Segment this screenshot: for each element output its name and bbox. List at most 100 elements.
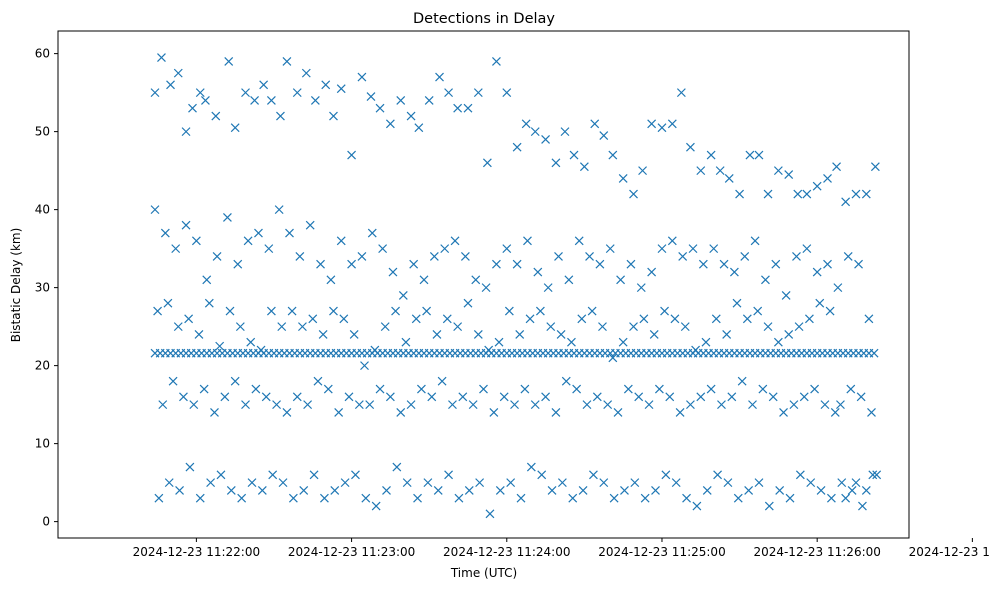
data-point xyxy=(572,384,582,394)
data-point xyxy=(437,376,447,386)
data-point xyxy=(313,376,323,386)
data-point xyxy=(432,329,442,339)
data-point xyxy=(510,400,519,410)
data-point xyxy=(523,236,532,246)
data-point xyxy=(481,283,491,293)
data-point xyxy=(535,306,545,316)
data-point xyxy=(463,103,473,113)
data-point xyxy=(723,478,733,488)
data-point xyxy=(298,322,307,332)
data-point xyxy=(846,384,856,394)
data-point xyxy=(250,95,260,105)
data-point xyxy=(454,493,464,503)
data-point xyxy=(367,228,377,238)
data-point xyxy=(330,485,340,495)
data-point xyxy=(210,407,219,417)
data-point xyxy=(676,88,686,98)
data-point xyxy=(754,150,764,160)
data-point xyxy=(833,283,843,293)
data-point xyxy=(771,259,781,269)
data-point xyxy=(732,298,742,308)
data-point xyxy=(287,306,297,316)
data-point xyxy=(409,259,419,269)
data-point xyxy=(326,275,336,285)
data-point xyxy=(406,400,416,410)
data-point xyxy=(225,306,235,316)
x-axis-label: Time (UTC) xyxy=(450,566,517,580)
data-point xyxy=(779,407,788,417)
data-point xyxy=(444,88,454,98)
data-point xyxy=(464,485,474,495)
data-point xyxy=(460,251,470,261)
data-point xyxy=(763,322,773,332)
data-point xyxy=(804,314,814,324)
data-point xyxy=(316,259,325,269)
data-point xyxy=(442,314,452,324)
data-point xyxy=(230,376,240,386)
data-point xyxy=(613,407,623,417)
data-point xyxy=(618,173,628,183)
x-tick-label: 2024-12-23 11:22:00 xyxy=(133,545,260,559)
data-point xyxy=(277,322,287,332)
data-point xyxy=(794,322,804,332)
data-point xyxy=(157,53,166,62)
data-point xyxy=(590,119,600,129)
data-point xyxy=(569,150,579,160)
data-point xyxy=(251,384,261,394)
data-point xyxy=(744,485,754,495)
data-point xyxy=(729,267,739,277)
data-point xyxy=(502,88,512,98)
data-point xyxy=(806,478,816,488)
data-point xyxy=(530,400,540,410)
data-point xyxy=(841,197,851,207)
data-point xyxy=(773,166,783,176)
data-point xyxy=(626,259,636,269)
data-point xyxy=(158,400,168,410)
data-point xyxy=(357,251,367,261)
data-point xyxy=(365,400,375,410)
data-point xyxy=(512,259,522,269)
data-point xyxy=(195,493,205,503)
data-point xyxy=(424,95,434,105)
y-tick-label: 50 xyxy=(35,125,50,139)
data-point xyxy=(810,384,820,394)
data-point xyxy=(202,275,212,285)
data-point xyxy=(321,80,331,90)
data-point xyxy=(686,142,695,152)
data-point xyxy=(599,131,609,140)
data-point xyxy=(657,123,667,133)
data-point xyxy=(473,329,483,339)
data-point xyxy=(402,478,412,488)
data-point xyxy=(515,329,525,339)
data-point xyxy=(706,150,716,160)
data-point xyxy=(150,205,160,215)
data-point xyxy=(444,470,454,480)
data-point xyxy=(768,392,778,402)
data-point xyxy=(678,251,688,261)
data-point xyxy=(551,407,561,417)
data-point xyxy=(856,392,866,402)
y-tick-label: 60 xyxy=(35,47,50,61)
x-tick-label: 2024-12-23 11:25:00 xyxy=(598,545,725,559)
data-point xyxy=(398,290,408,300)
data-point xyxy=(745,150,755,160)
data-point xyxy=(579,162,589,172)
data-point xyxy=(706,384,716,394)
y-axis-label: Bistatic Delay (km) xyxy=(9,228,23,343)
data-point xyxy=(649,329,659,339)
data-point xyxy=(578,485,588,495)
data-point xyxy=(406,111,416,121)
data-point xyxy=(215,341,225,351)
data-point xyxy=(727,392,737,402)
data-point xyxy=(309,470,319,480)
data-point xyxy=(230,123,240,133)
data-point xyxy=(292,392,302,402)
x-tick-label: 2024-12-23 11:26:00 xyxy=(753,545,880,559)
data-point xyxy=(618,337,628,347)
data-point xyxy=(847,485,857,495)
data-point xyxy=(773,337,783,347)
data-point xyxy=(868,470,878,480)
data-point xyxy=(654,384,664,394)
data-point xyxy=(429,251,439,261)
